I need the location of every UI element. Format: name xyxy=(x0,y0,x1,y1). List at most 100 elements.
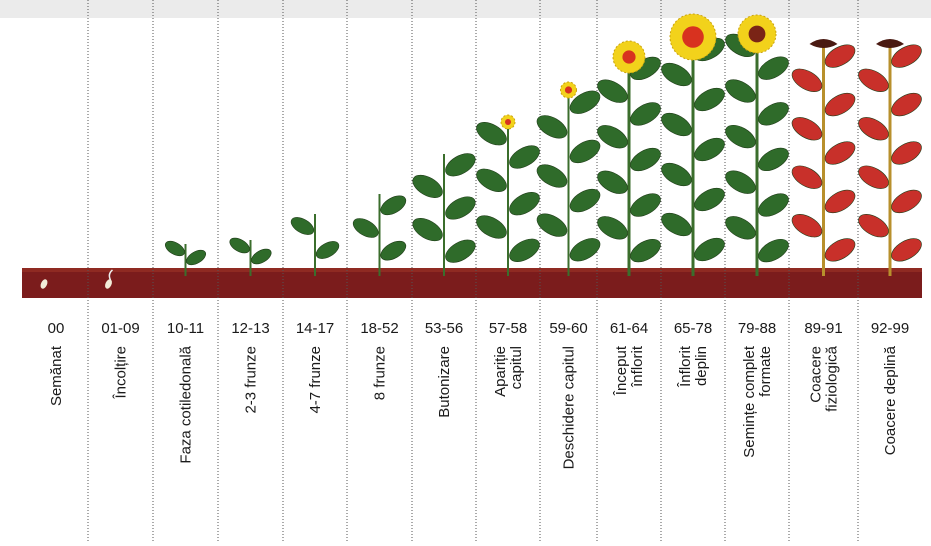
stage-label: 8 frunze xyxy=(372,346,389,400)
stage-label: Butonizare xyxy=(436,346,453,418)
stage-label: Coacere xyxy=(808,346,825,403)
disc xyxy=(564,86,573,94)
leaf xyxy=(412,174,443,198)
stage-code: 12-13 xyxy=(231,320,269,337)
leaf xyxy=(694,87,725,112)
leaf xyxy=(476,122,507,146)
leaf xyxy=(858,117,889,141)
leaf xyxy=(824,189,856,214)
leaf xyxy=(725,170,756,194)
leaf xyxy=(536,164,568,188)
seed xyxy=(105,279,112,289)
leaf xyxy=(758,238,789,263)
leaf xyxy=(725,216,756,240)
leaf xyxy=(858,165,889,189)
stage-code: 14-17 xyxy=(296,320,334,337)
leaf xyxy=(509,238,540,262)
stage-label: 4-7 frunze xyxy=(307,346,324,414)
leaf xyxy=(597,79,628,103)
leaf xyxy=(661,162,692,187)
stage-label: Faza cotiledonală xyxy=(178,345,195,463)
stage-code: 65-78 xyxy=(674,320,712,337)
stage-code: 10-11 xyxy=(167,320,204,337)
leaf xyxy=(476,168,507,192)
stage-label: deplin xyxy=(693,346,710,386)
leaf xyxy=(891,141,922,165)
leaf xyxy=(725,124,756,149)
leaf xyxy=(597,216,628,240)
leaf xyxy=(380,240,407,261)
leaf xyxy=(380,195,407,216)
plant xyxy=(229,237,272,276)
leaf xyxy=(858,68,889,92)
plant xyxy=(858,39,922,276)
leaf xyxy=(315,241,340,259)
leaf xyxy=(445,153,476,177)
plant xyxy=(412,153,476,276)
leaf xyxy=(597,170,628,194)
leaf xyxy=(824,92,856,117)
head xyxy=(809,39,838,48)
leaf xyxy=(352,218,379,238)
plant xyxy=(40,279,48,289)
plant xyxy=(725,14,789,276)
leaf xyxy=(229,237,250,254)
leaf xyxy=(661,62,692,87)
plant xyxy=(105,269,113,289)
leaf xyxy=(569,188,601,213)
plant xyxy=(661,13,725,276)
leaf xyxy=(290,217,315,235)
plant xyxy=(791,39,856,276)
stage-label: Înflorit xyxy=(677,345,694,388)
leaf xyxy=(661,112,692,137)
leaf xyxy=(251,248,272,265)
leaf xyxy=(694,237,725,262)
leaf xyxy=(791,68,823,92)
leaf xyxy=(758,56,789,80)
stage-label: Deschidere capitul xyxy=(561,346,578,469)
stage-label: Coacere deplină xyxy=(882,345,899,455)
stage-code: 59-60 xyxy=(549,320,587,337)
leaf xyxy=(536,213,568,237)
stage-code: 79-88 xyxy=(738,320,776,337)
leaf xyxy=(694,187,725,212)
plant xyxy=(164,240,207,276)
stage-code: 89-91 xyxy=(804,320,842,337)
leaf xyxy=(661,212,692,237)
stage-label: Semințe complet xyxy=(741,345,758,458)
stage-label: formate xyxy=(757,346,774,397)
leaf xyxy=(891,92,922,117)
sprout xyxy=(108,269,113,281)
leaf xyxy=(758,102,789,126)
leaf xyxy=(164,240,185,257)
stage-code: 53-56 xyxy=(425,320,463,337)
leaf xyxy=(630,147,661,172)
leaf xyxy=(412,218,443,242)
stage-code: 61-64 xyxy=(610,320,648,337)
stage-label: capitul xyxy=(508,346,525,389)
leaf xyxy=(536,115,568,139)
leaf xyxy=(569,139,601,164)
plant xyxy=(536,81,601,276)
disc xyxy=(622,50,636,64)
leaf xyxy=(891,44,922,68)
leaf xyxy=(824,44,856,68)
leaf xyxy=(725,79,756,103)
leaf xyxy=(569,238,601,262)
top-band xyxy=(0,0,931,18)
stage-code: 18-52 xyxy=(360,320,398,337)
leaf xyxy=(445,196,476,220)
stage-label: Semănat xyxy=(48,345,65,406)
soil xyxy=(22,268,922,298)
leaf xyxy=(630,193,661,217)
stage-code: 92-99 xyxy=(871,320,909,337)
stage-label: Început xyxy=(613,345,630,396)
leaf xyxy=(858,214,889,238)
plant xyxy=(476,114,540,276)
seed xyxy=(40,279,48,289)
leaf xyxy=(630,238,661,263)
disc xyxy=(682,26,704,48)
stage-label: înflorit xyxy=(629,345,646,388)
leaf xyxy=(694,137,725,162)
